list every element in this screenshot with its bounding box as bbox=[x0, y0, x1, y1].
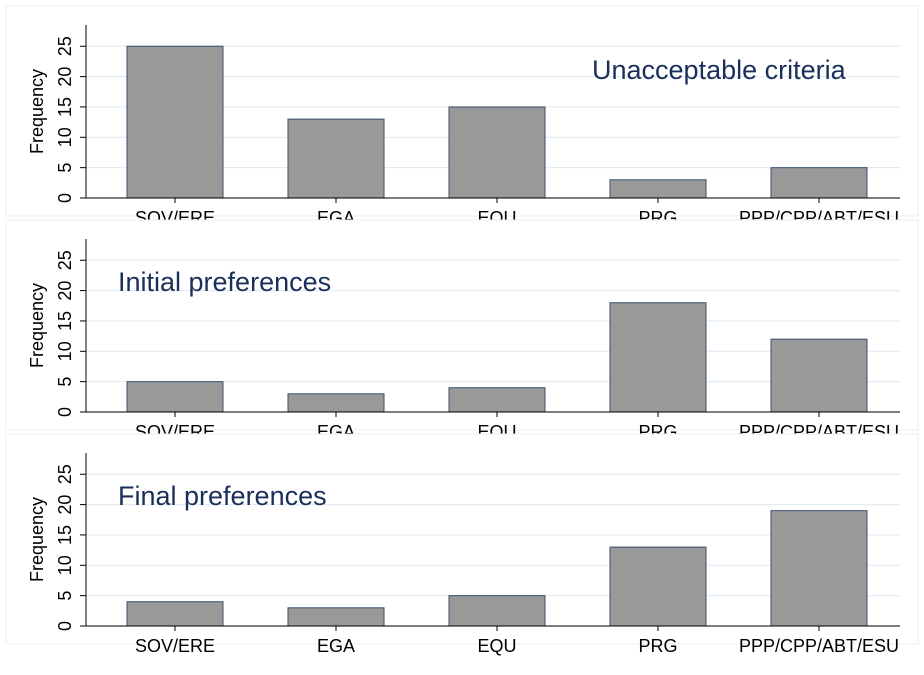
bar bbox=[287, 393, 385, 413]
y-tick-label: 5 bbox=[55, 163, 75, 173]
bar bbox=[609, 546, 707, 627]
y-tick-label: 10 bbox=[55, 127, 75, 147]
y-tick-label: 20 bbox=[55, 495, 75, 515]
bar bbox=[609, 179, 707, 199]
y-tick-label: 20 bbox=[55, 281, 75, 301]
y-tick-label: 15 bbox=[55, 97, 75, 117]
bar bbox=[287, 607, 385, 627]
bar bbox=[448, 595, 546, 627]
y-axis-label: Frequency bbox=[27, 69, 47, 154]
y-tick-label: 5 bbox=[55, 377, 75, 387]
y-tick-label: 0 bbox=[55, 407, 75, 417]
x-tick-label: EQU bbox=[477, 636, 516, 656]
y-axis-label: Frequency bbox=[27, 283, 47, 368]
x-tick-label: SOV/ERE bbox=[135, 636, 215, 656]
y-tick-label: 25 bbox=[55, 464, 75, 484]
bar bbox=[770, 167, 868, 199]
y-tick-label: 0 bbox=[55, 621, 75, 631]
bar bbox=[126, 381, 224, 413]
y-axis-label: Frequency bbox=[27, 497, 47, 582]
bar bbox=[126, 601, 224, 627]
bar bbox=[126, 45, 224, 199]
bar bbox=[448, 387, 546, 413]
x-tick-label: PRG bbox=[638, 636, 677, 656]
bar bbox=[609, 302, 707, 413]
panel-title: Final preferences bbox=[118, 481, 327, 511]
panel-title: Initial preferences bbox=[118, 267, 331, 297]
x-tick-label: EGA bbox=[317, 636, 355, 656]
y-tick-label: 10 bbox=[55, 555, 75, 575]
bar bbox=[448, 106, 546, 199]
y-tick-label: 20 bbox=[55, 67, 75, 87]
y-tick-label: 25 bbox=[55, 250, 75, 270]
y-tick-label: 10 bbox=[55, 341, 75, 361]
y-tick-label: 15 bbox=[55, 525, 75, 545]
x-tick-label: PPP/CPP/ABT/ESU bbox=[739, 636, 899, 656]
bar bbox=[287, 118, 385, 199]
y-tick-label: 25 bbox=[55, 36, 75, 56]
y-tick-label: 5 bbox=[55, 591, 75, 601]
y-tick-label: 0 bbox=[55, 193, 75, 203]
panel-title: Unacceptable criteria bbox=[592, 55, 847, 85]
bar bbox=[770, 338, 868, 413]
y-tick-label: 15 bbox=[55, 311, 75, 331]
bar bbox=[770, 510, 868, 627]
